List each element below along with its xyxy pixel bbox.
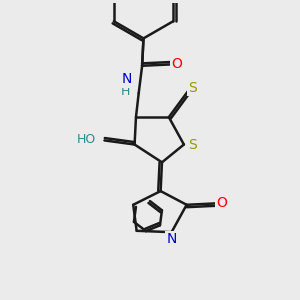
Text: O: O: [216, 196, 227, 210]
Text: N: N: [167, 232, 177, 246]
Text: O: O: [172, 57, 182, 71]
Text: S: S: [188, 81, 197, 95]
Text: HO: HO: [77, 133, 96, 146]
Text: S: S: [188, 138, 197, 152]
Text: N: N: [121, 73, 132, 86]
Text: H: H: [120, 85, 130, 98]
